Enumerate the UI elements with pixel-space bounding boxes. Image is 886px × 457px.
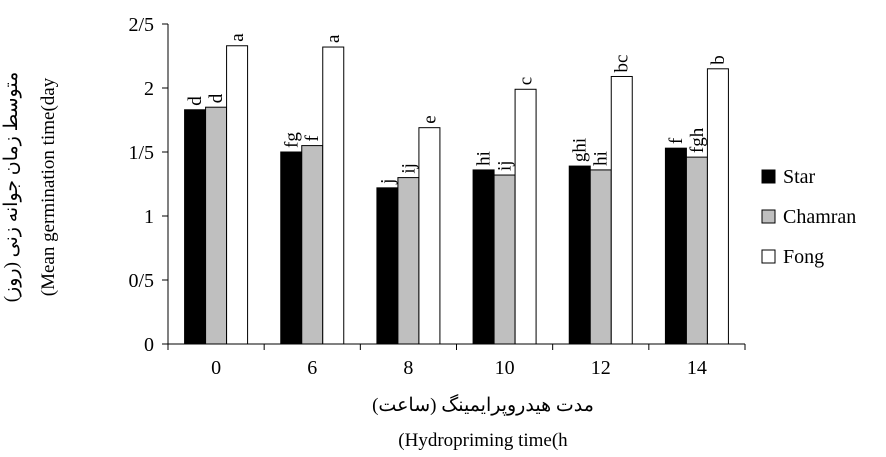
- bar-chamran: [397, 177, 420, 345]
- legend-label-star: Star: [783, 166, 816, 188]
- bar-star: [472, 169, 495, 345]
- significance-letter: c: [516, 77, 537, 85]
- bar-star: [664, 147, 687, 345]
- bar-fong: [514, 88, 537, 345]
- significance-letter: fgh: [687, 127, 708, 153]
- x-tick-label: 6: [307, 357, 317, 379]
- bar-star: [568, 165, 591, 345]
- bar-chamran: [589, 169, 612, 345]
- bar-chamran: [685, 156, 708, 345]
- significance-letter: hi: [474, 151, 495, 166]
- bar-fong: [610, 75, 633, 345]
- significance-letter: d: [185, 96, 206, 106]
- y-tick-labels: 0 0/5 1 1/5 2 2/5: [128, 14, 154, 356]
- significance-letter: fg: [281, 132, 302, 148]
- legend-label-fong: Fong: [783, 246, 824, 268]
- y-tick-label: 1: [144, 206, 154, 228]
- legend-swatch-fong: [761, 249, 776, 264]
- significance-letter: f: [666, 137, 687, 144]
- significance-letter: ghi: [570, 138, 591, 162]
- x-axis-title-english: (Hydropriming time(h: [398, 430, 568, 451]
- bar-star: [376, 187, 399, 345]
- significance-letter: b: [708, 55, 729, 65]
- significance-letter: ij: [398, 163, 419, 174]
- bar-chamran: [205, 106, 228, 345]
- y-tick-label: 1/5: [128, 142, 154, 164]
- bar-fong: [418, 127, 441, 345]
- bar-chamran: [493, 174, 516, 345]
- significance-letter: a: [323, 34, 344, 43]
- bars: [184, 45, 729, 345]
- bar-fong: [226, 45, 249, 345]
- x-tick-label: 8: [403, 357, 413, 379]
- x-tick-label: 0: [211, 357, 221, 379]
- x-tick-labels: 0 6 8 10 12 14: [211, 357, 707, 379]
- y-tick-label: 0: [144, 334, 154, 356]
- significance-letter: bc: [612, 55, 633, 73]
- x-tick-label: 14: [687, 357, 707, 379]
- y-tick-label: 2: [144, 78, 154, 100]
- significance-letter: f: [302, 135, 323, 142]
- x-axis-title-persian: مدت هیدروپرایمینگ (ساعت): [372, 393, 594, 416]
- legend: Star Chamran Fong: [761, 166, 856, 268]
- significance-letter: a: [227, 33, 248, 42]
- significance-letter: e: [419, 115, 440, 123]
- axes: [162, 23, 746, 350]
- x-tick-label: 12: [591, 357, 611, 379]
- y-axis-title-persian: متوسط زمان جوانه زنی (روز): [1, 72, 22, 303]
- x-tick-label: 10: [495, 357, 515, 379]
- bar-star: [184, 109, 207, 345]
- legend-label-chamran: Chamran: [783, 206, 856, 228]
- bar-fong: [706, 68, 729, 345]
- legend-swatch-chamran: [761, 209, 776, 224]
- bar-fong: [322, 46, 345, 345]
- legend-swatch-star: [761, 169, 776, 184]
- y-tick-label: 2/5: [128, 14, 154, 36]
- significance-letter: j: [377, 179, 398, 185]
- significance-letter: hi: [591, 151, 612, 166]
- significance-letter: d: [206, 93, 227, 103]
- y-tick-label: 0/5: [128, 270, 154, 292]
- significance-letter: ij: [495, 160, 516, 171]
- y-axis-title-english: (Mean germination time(day: [38, 77, 59, 296]
- bar-star: [280, 151, 303, 345]
- bar-chamran: [301, 145, 324, 345]
